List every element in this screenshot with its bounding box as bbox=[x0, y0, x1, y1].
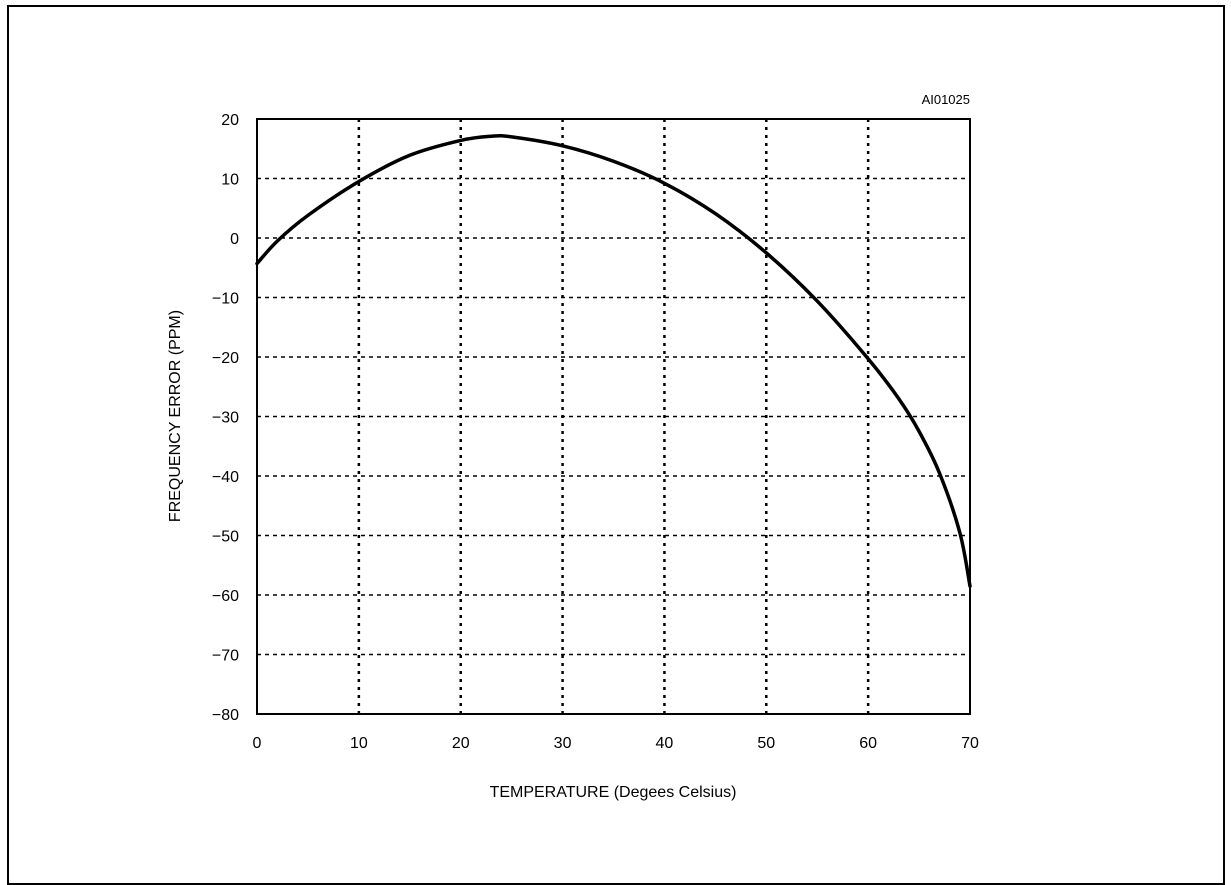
x-tick-label: 0 bbox=[253, 735, 262, 752]
x-tick-label: 70 bbox=[961, 735, 979, 752]
x-tick-label: 20 bbox=[452, 735, 470, 752]
figure-code-label: AI01025 bbox=[922, 92, 970, 107]
y-tick-label: 0 bbox=[230, 231, 239, 248]
series-line bbox=[255, 133, 972, 588]
y-axis-title: FREQUENCY ERROR (PPM) bbox=[167, 310, 184, 522]
x-tick-label: 60 bbox=[859, 735, 877, 752]
x-tick-label: 50 bbox=[757, 735, 775, 752]
x-tick-label: 40 bbox=[656, 735, 674, 752]
x-tick-label: 10 bbox=[350, 735, 368, 752]
x-axis-ticks: 0 10 20 30 40 50 60 70 bbox=[253, 735, 979, 752]
series-group bbox=[255, 133, 972, 588]
y-tick-label: −30 bbox=[212, 410, 239, 427]
y-tick-label: 20 bbox=[221, 112, 239, 129]
y-tick-label: −10 bbox=[212, 291, 239, 308]
y-axis-ticks: 20 10 0 −10 −20 −30 −40 −50 −60 −70 −80 bbox=[212, 112, 239, 724]
y-tick-label: −70 bbox=[212, 648, 239, 665]
grid bbox=[257, 119, 970, 714]
x-tick-label: 30 bbox=[554, 735, 572, 752]
x-axis-title: TEMPERATURE (Degees Celsius) bbox=[490, 784, 737, 801]
y-tick-label: −60 bbox=[212, 588, 239, 605]
y-tick-label: −50 bbox=[212, 529, 239, 546]
y-tick-label: −40 bbox=[212, 469, 239, 486]
figure-frame bbox=[7, 5, 1225, 885]
y-tick-label: 10 bbox=[221, 172, 239, 189]
y-tick-label: −20 bbox=[212, 350, 239, 367]
y-tick-label: −80 bbox=[212, 707, 239, 724]
plot-area-border bbox=[256, 118, 971, 715]
